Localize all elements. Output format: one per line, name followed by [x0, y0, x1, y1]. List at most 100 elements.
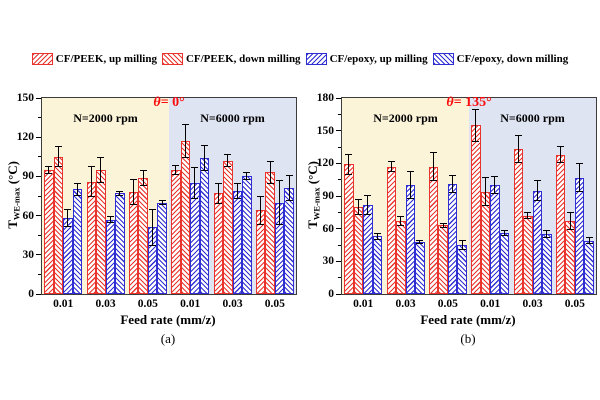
error-bar-part: [260, 196, 262, 225]
x-tick-label: 0.05: [437, 298, 458, 310]
error-bar-part: [517, 135, 519, 164]
y-tick-label: 60: [22, 209, 35, 222]
error-bar-part: [152, 209, 154, 246]
error-bar-part: [227, 154, 229, 168]
error-bar-part: [579, 163, 581, 192]
plot-area-b: N=2000 rpm N=6000 rpm θ= 135° 0 30 60 90 120…: [317, 92, 597, 310]
y-tick-label: 120: [16, 131, 34, 144]
y-minor-tick: [338, 113, 341, 115]
x-tick-label: 0.05: [564, 298, 585, 310]
error-bar: [130, 179, 138, 206]
error-bar-part: [500, 235, 508, 237]
error-bar-part: [64, 209, 72, 211]
bar: [396, 221, 406, 294]
error-bar-part: [214, 182, 222, 184]
error-bar-part: [224, 154, 232, 156]
error-bar: [158, 199, 166, 206]
bar: [523, 215, 533, 294]
error-bar-part: [364, 194, 372, 196]
error-bar-part: [472, 108, 480, 110]
error-bar-part: [194, 167, 196, 199]
x-tick-label: 0.03: [95, 298, 116, 310]
error-bar-part: [236, 182, 238, 199]
y-minor-tick: [338, 211, 341, 213]
error-bar-part: [233, 197, 241, 199]
error-bar-part: [576, 163, 584, 165]
error-bar-part: [500, 229, 508, 231]
error-bar: [397, 215, 405, 227]
error-bar-part: [527, 212, 529, 219]
error-bar-part: [224, 166, 232, 168]
error-bar-part: [514, 135, 522, 137]
bar: [223, 160, 233, 294]
bar: [574, 177, 585, 294]
error-bar: [585, 237, 593, 244]
bar: [513, 149, 523, 294]
error-bar: [439, 223, 447, 228]
bar: [386, 166, 396, 294]
x-tick-label: 0.01: [353, 298, 374, 310]
blue-backward-hatch-swatch: [432, 53, 454, 65]
y-major-tick: [336, 260, 341, 262]
error-bar-part: [191, 197, 199, 199]
error-bar-part: [419, 239, 421, 244]
bar: [115, 193, 125, 294]
fiber-angle-annotation: θ= 135°: [446, 95, 492, 110]
error-bar-part: [452, 175, 454, 193]
error-bar-part: [76, 182, 78, 196]
error-bar-part: [200, 170, 208, 172]
error-bar-part: [257, 196, 265, 197]
error-bar-part: [149, 209, 157, 211]
bar: [199, 158, 210, 294]
bar: [415, 241, 425, 294]
error-bar-part: [87, 165, 95, 167]
error-bar: [54, 146, 62, 168]
error-bar-part: [430, 152, 438, 154]
error-bar-part: [285, 200, 293, 202]
y-major-tick: [36, 293, 41, 295]
error-bar-part: [524, 212, 532, 214]
error-bar-part: [364, 213, 372, 215]
error-bar: [266, 160, 274, 185]
error-bar-part: [406, 198, 414, 200]
error-bar-part: [191, 167, 199, 169]
error-bar-part: [491, 192, 499, 194]
error-bar-part: [475, 108, 477, 142]
legend-label: CF/PEEK, down milling: [185, 53, 301, 65]
y-major-tick: [336, 228, 341, 230]
error-bar: [285, 175, 293, 202]
bar: [490, 185, 500, 294]
y-minor-tick: [38, 234, 41, 236]
error-bar-part: [387, 171, 395, 173]
error-bar-part: [354, 199, 362, 201]
error-bar-part: [373, 233, 381, 235]
error-bar-part: [416, 239, 424, 241]
y-major-tick: [36, 215, 41, 217]
error-bar-part: [57, 146, 59, 168]
error-bar: [566, 212, 574, 230]
error-bar: [224, 154, 232, 168]
bar: [128, 192, 139, 294]
error-bar: [387, 161, 395, 173]
error-bar-part: [276, 223, 284, 225]
error-bar: [200, 145, 208, 172]
bar: [542, 234, 552, 294]
error-bar-part: [106, 215, 114, 217]
error-bar: [233, 182, 241, 199]
error-bar-part: [387, 161, 395, 163]
error-bar-part: [461, 239, 463, 251]
error-bar-part: [376, 233, 378, 240]
error-bar-part: [285, 175, 293, 177]
error-bar-part: [536, 179, 538, 202]
legend-label: CF/epoxy, down milling: [456, 53, 569, 65]
error-bar: [491, 176, 499, 194]
error-bar-part: [494, 176, 496, 194]
bar: [232, 190, 242, 294]
bar: [284, 188, 294, 294]
bar: [532, 190, 542, 294]
error-bar-part: [45, 165, 53, 167]
error-bar: [214, 182, 222, 204]
error-bar-part: [90, 165, 92, 198]
error-bar-part: [87, 196, 95, 198]
error-bar: [533, 179, 541, 202]
